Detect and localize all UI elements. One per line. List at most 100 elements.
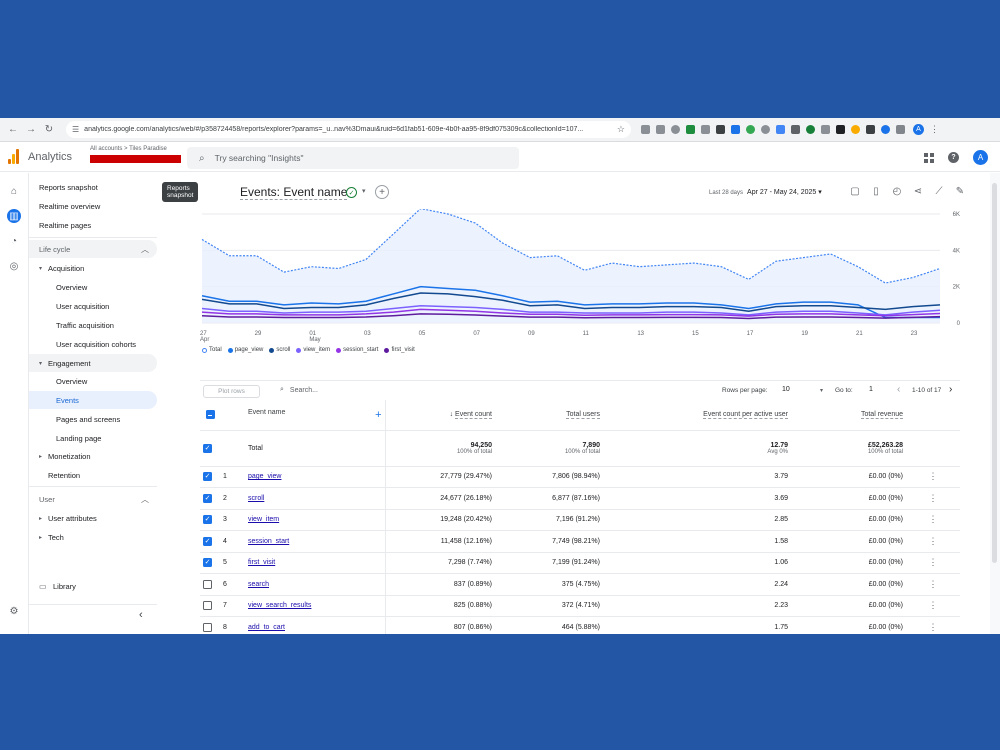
nav-acquisition[interactable]: ▾ Acquisition [29, 259, 157, 277]
extension-icon[interactable] [776, 125, 785, 134]
table-row[interactable]: ✓ 5 first_visit 7,298 (7.74%) 7,199 (91.24%)… [200, 552, 960, 574]
extension-icon[interactable] [671, 125, 680, 134]
nav-acquisition-overview[interactable]: Overview [29, 278, 157, 296]
title-dropdown-icon[interactable]: ▾ [362, 188, 366, 195]
rows-per-page-select[interactable]: 10 [782, 386, 790, 393]
row-checkbox[interactable]: ✓ [203, 515, 212, 525]
puzzle-extensions-icon[interactable] [896, 125, 905, 134]
edit-comparison-icon[interactable]: ▢ [850, 185, 860, 197]
legend-item-first_visit[interactable]: first_visit [384, 347, 415, 353]
event-name-link[interactable]: view_search_results [248, 602, 312, 610]
row-menu-icon[interactable]: ⋮ [906, 487, 960, 510]
select-all-checkbox[interactable] [205, 410, 215, 420]
row-menu-icon[interactable]: ⋮ [906, 466, 960, 488]
extension-icon[interactable] [746, 125, 755, 134]
nav-section-life-cycle[interactable]: Life cycle ︿ [29, 240, 157, 258]
row-checkbox[interactable] [203, 622, 212, 632]
header-total-users[interactable]: Total users [495, 400, 603, 431]
extension-icon[interactable] [836, 125, 845, 134]
header-total-revenue[interactable]: Total revenue [791, 400, 906, 431]
goto-input[interactable]: 1 [869, 386, 873, 393]
collapse-chevron-icon[interactable]: ︿ [141, 494, 149, 504]
row-menu-icon[interactable]: ⋮ [906, 552, 960, 574]
row-checkbox[interactable]: ✓ [203, 536, 212, 546]
row-menu-icon[interactable]: ⋮ [906, 573, 960, 596]
browser-menu-icon[interactable]: ⋮ [930, 124, 939, 134]
next-page-icon[interactable]: › [949, 384, 953, 395]
legend-item-Total[interactable]: Total [202, 347, 222, 353]
nav-retention[interactable]: Retention [29, 466, 157, 484]
header-event-count[interactable]: ↓ Event count [385, 400, 495, 431]
table-search-input[interactable]: ⌕ Search... [280, 386, 318, 394]
totals-checkbox[interactable]: ✓ [203, 443, 212, 453]
extension-icon[interactable] [821, 125, 830, 134]
account-picker[interactable]: All accounts > Tiles Paradise [90, 146, 181, 163]
event-name-link[interactable]: page_view [248, 473, 282, 481]
extension-icon[interactable] [761, 125, 770, 134]
extension-icon[interactable] [806, 125, 815, 134]
legend-item-session_start[interactable]: session_start [336, 347, 378, 353]
row-menu-icon[interactable]: ⋮ [906, 530, 960, 553]
nav-pages-and-screens[interactable]: Pages and screens [29, 410, 157, 428]
insights-search-input[interactable]: ⌕ Try searching "Insights" [187, 147, 519, 169]
header-event-count-per-user[interactable]: Event count per active user [603, 400, 791, 431]
nav-realtime-pages[interactable]: Realtime pages [29, 216, 157, 234]
table-row[interactable]: 6 search 837 (0.89%) 375 (4.75%) 2.24 £0.00 (… [200, 573, 960, 596]
row-checkbox[interactable] [203, 579, 212, 589]
apps-grid-icon[interactable] [924, 152, 934, 163]
row-menu-icon[interactable]: ⋮ [906, 509, 960, 531]
extension-icon[interactable] [866, 125, 875, 134]
extension-icon[interactable] [881, 125, 890, 134]
bookmark-star-icon[interactable]: ☆ [616, 124, 625, 134]
scrollbar-thumb[interactable] [992, 183, 997, 563]
plot-rows-button[interactable]: Plot rows [203, 385, 260, 398]
nav-realtime-overview[interactable]: Realtime overview [29, 197, 157, 215]
add-dimension-icon[interactable]: + [375, 408, 382, 421]
nav-user-acquisition-cohorts[interactable]: User acquisition cohorts [29, 335, 157, 353]
table-row[interactable]: 7 view_search_results 825 (0.88%) 372 (4.71… [200, 595, 960, 617]
user-avatar[interactable]: A [973, 150, 988, 165]
row-checkbox[interactable]: ✓ [203, 472, 212, 482]
table-row[interactable]: 8 add_to_cart 807 (0.86%) 464 (5.88%) 1.75 £0… [200, 616, 960, 634]
explore-icon[interactable]: ◔ [10, 235, 18, 247]
extension-icon[interactable] [686, 125, 695, 134]
insights-icon[interactable]: ◴ [892, 185, 902, 197]
home-icon[interactable]: ⌂ [10, 185, 18, 197]
event-name-link[interactable]: add_to_cart [248, 623, 285, 631]
customize-pencil-icon[interactable]: ✎ [955, 185, 965, 197]
collapse-chevron-icon[interactable]: ︿ [141, 244, 149, 254]
row-checkbox[interactable] [203, 601, 212, 611]
table-row[interactable]: ✓ 2 scroll 24,677 (26.18%) 6,877 (87.16%) 3.6… [200, 487, 960, 510]
header-event-name[interactable]: Event name + [245, 400, 386, 431]
extension-icon[interactable] [791, 125, 800, 134]
extension-icon[interactable] [716, 125, 725, 134]
help-icon[interactable]: ? [948, 152, 959, 163]
admin-gear-icon[interactable]: ⚙ [9, 605, 19, 617]
row-menu-icon[interactable]: ⋮ [906, 616, 960, 634]
event-name-link[interactable]: scroll [248, 494, 265, 502]
nav-traffic-acquisition[interactable]: Traffic acquisition [29, 316, 157, 334]
address-bar[interactable]: ☰ analytics.google.com/analytics/web/#/p… [66, 121, 631, 138]
table-row[interactable]: ✓ 1 page_view 27,779 (29.47%) 7,806 (98.94%)… [200, 466, 960, 488]
event-name-link[interactable]: search [248, 580, 270, 588]
extension-icon[interactable] [701, 125, 710, 134]
legend-item-page_view[interactable]: page_view [227, 347, 263, 353]
legend-item-scroll[interactable]: scroll [269, 347, 290, 353]
extension-icon[interactable] [731, 125, 740, 134]
chevron-down-icon[interactable]: ▾ [820, 388, 824, 394]
nav-landing-page[interactable]: Landing page [29, 429, 157, 447]
extension-icon[interactable] [851, 125, 860, 134]
event-name-link[interactable]: first_visit [248, 559, 276, 567]
report-title[interactable]: Events: Event name [240, 185, 348, 200]
browser-profile-avatar[interactable]: A [913, 124, 924, 135]
reload-icon[interactable]: ↻ [44, 124, 54, 135]
table-row[interactable]: ✓ 3 view_item 19,248 (20.42%) 7,196 (91.2%) 2… [200, 509, 960, 531]
page-scrollbar[interactable] [990, 173, 1000, 634]
date-range-picker[interactable]: Last 28 days Apr 27 - May 24, 2025 ▾ [709, 189, 822, 196]
nav-tech[interactable]: ▸ Tech [29, 528, 157, 546]
site-settings-icon[interactable]: ☰ [72, 125, 80, 134]
nav-engagement[interactable]: ▾ Engagement [29, 354, 157, 372]
compare-columns-icon[interactable]: ▯ [873, 185, 879, 197]
forward-icon[interactable]: → [26, 124, 36, 135]
row-menu-icon[interactable]: ⋮ [906, 595, 960, 617]
